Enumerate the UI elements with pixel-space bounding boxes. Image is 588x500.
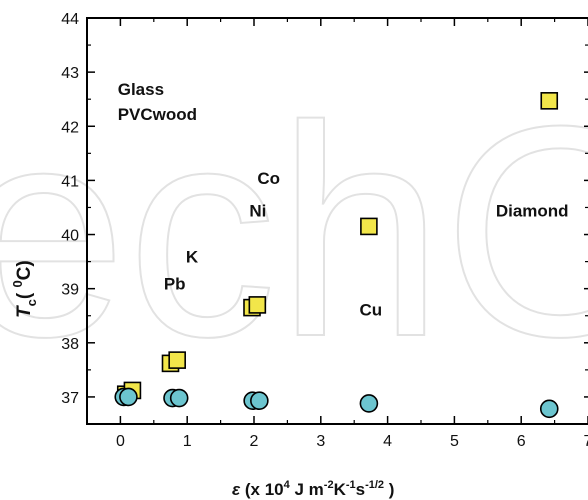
circle-marker	[359, 394, 379, 413]
y-tick-label: 40	[61, 228, 79, 245]
plot-axes	[86, 17, 588, 425]
watermark-text: echOp	[0, 63, 588, 401]
x-tick-label: 0	[116, 433, 125, 450]
data-markers	[114, 92, 559, 419]
y-tick-label: 37	[61, 390, 79, 407]
y-axis-title: Tc( 0C)	[10, 260, 39, 318]
annotation-label: Co	[257, 169, 280, 188]
annotation-label: Glass	[118, 80, 164, 99]
y-tick-label: 43	[61, 65, 79, 82]
square-marker	[540, 92, 559, 110]
annotation-label: Diamond	[496, 202, 569, 221]
circle-marker	[539, 399, 559, 419]
y-tick-label: 41	[61, 173, 79, 190]
x-tick-label: 2	[250, 433, 259, 450]
plot-frame	[86, 17, 588, 425]
square-marker	[168, 351, 186, 369]
y-axis-symbol: T	[14, 305, 35, 318]
point-annotations: Glass PVCwood Co Ni Diamond KPb Cu	[118, 80, 569, 320]
circle-marker	[119, 387, 138, 407]
x-tick-label: 7	[584, 433, 588, 450]
x-tick-label: 6	[517, 433, 526, 450]
x-tick-label: 5	[450, 433, 459, 450]
annotation-label: Ni	[249, 202, 266, 221]
y-tick-label: 42	[61, 119, 79, 136]
x-tick-label: 3	[316, 433, 325, 450]
annotation-label: K	[186, 248, 199, 267]
y-tick-label: 44	[61, 11, 79, 28]
x-axis-title: ε (x 104 J m-2K-1s-1/2 )	[232, 479, 394, 499]
circle-marker	[169, 388, 189, 408]
square-marker	[360, 217, 378, 236]
y-tick-label: 39	[61, 282, 79, 299]
x-tick-label: 1	[183, 433, 192, 450]
square-marker	[248, 296, 267, 314]
annotation-label: Pb	[164, 275, 186, 294]
circle-marker	[250, 391, 269, 411]
annotation-label: PVCwood	[118, 105, 197, 124]
y-tick-label: 38	[61, 336, 79, 353]
annotation-label: Cu	[360, 301, 383, 320]
x-tick-label: 4	[383, 433, 392, 450]
x-axis-symbol: ε	[232, 480, 241, 499]
watermark: echOp	[0, 62, 588, 402]
axis-ticks: 0 1 2 3 4 5 6 7 37 38 39 40 41 42 43 44	[61, 11, 588, 450]
